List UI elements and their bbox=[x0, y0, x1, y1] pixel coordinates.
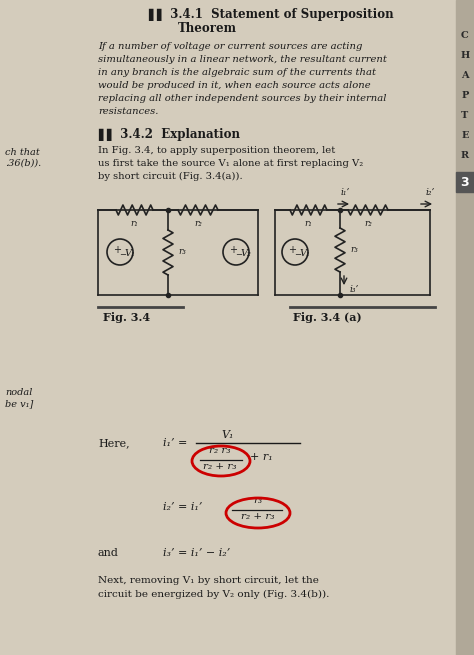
Text: V₁: V₁ bbox=[125, 250, 136, 259]
Text: −: − bbox=[294, 250, 301, 259]
Text: ▌▌ 3.4.1  Statement of Superposition: ▌▌ 3.4.1 Statement of Superposition bbox=[148, 8, 393, 21]
Text: Theorem: Theorem bbox=[178, 22, 237, 35]
Text: Here,: Here, bbox=[98, 438, 129, 448]
Text: +: + bbox=[229, 245, 237, 255]
Text: −: − bbox=[236, 250, 243, 259]
Text: R: R bbox=[461, 151, 469, 160]
Text: r₂ + r₃: r₂ + r₃ bbox=[241, 512, 275, 521]
Text: and: and bbox=[98, 548, 119, 558]
Text: i₃’: i₃’ bbox=[350, 286, 359, 295]
Text: ch that: ch that bbox=[5, 148, 40, 157]
Bar bbox=[456, 172, 474, 192]
Text: If a number of voltage or current sources are acting: If a number of voltage or current source… bbox=[98, 42, 363, 51]
Text: +: + bbox=[288, 245, 296, 255]
Text: +: + bbox=[113, 245, 121, 255]
Text: r₁: r₁ bbox=[130, 219, 138, 228]
Text: 3: 3 bbox=[461, 176, 469, 189]
Text: r₃: r₃ bbox=[350, 246, 358, 255]
Text: r₁: r₁ bbox=[304, 219, 312, 228]
Text: would be produced in it, when each source acts alone: would be produced in it, when each sourc… bbox=[98, 81, 371, 90]
Text: E: E bbox=[461, 130, 469, 140]
Text: circuit be energized by V₂ only (Fig. 3.4(b)).: circuit be energized by V₂ only (Fig. 3.… bbox=[98, 590, 329, 599]
Text: in any branch is the algebraic sum of the currents that: in any branch is the algebraic sum of th… bbox=[98, 68, 376, 77]
Text: replacing all other independent sources by their internal: replacing all other independent sources … bbox=[98, 94, 386, 103]
Text: Fig. 3.4 (a): Fig. 3.4 (a) bbox=[293, 312, 362, 323]
Text: i₁’: i₁’ bbox=[340, 188, 350, 197]
Text: r₃: r₃ bbox=[178, 248, 186, 257]
Text: r₃: r₃ bbox=[254, 496, 263, 505]
Text: In Fig. 3.4, to apply superposition theorem, let: In Fig. 3.4, to apply superposition theo… bbox=[98, 146, 335, 155]
Text: + r₁: + r₁ bbox=[250, 452, 273, 462]
Text: be v₁]: be v₁] bbox=[5, 399, 33, 408]
Text: i₃’ = i₁’ − i₂’: i₃’ = i₁’ − i₂’ bbox=[163, 548, 230, 558]
Text: A: A bbox=[461, 71, 469, 79]
Text: nodal: nodal bbox=[5, 388, 32, 397]
Text: V₁: V₁ bbox=[222, 430, 234, 440]
Text: Fig. 3.4: Fig. 3.4 bbox=[103, 312, 150, 323]
Text: −: − bbox=[119, 250, 127, 259]
Text: Next, removing V₁ by short circuit, let the: Next, removing V₁ by short circuit, let … bbox=[98, 576, 319, 585]
Text: i₂’: i₂’ bbox=[425, 188, 435, 197]
Text: i₁’ =: i₁’ = bbox=[163, 438, 187, 448]
Text: i₂’ = i₁’: i₂’ = i₁’ bbox=[163, 502, 202, 512]
Text: r₂: r₂ bbox=[194, 219, 202, 228]
Text: r₂ + r₃: r₂ + r₃ bbox=[203, 462, 237, 471]
Text: V₁: V₁ bbox=[300, 250, 311, 259]
Text: r₂: r₂ bbox=[364, 219, 372, 228]
Text: V₂: V₂ bbox=[241, 250, 252, 259]
Text: resistances.: resistances. bbox=[98, 107, 158, 116]
Text: P: P bbox=[461, 90, 469, 100]
Text: .36(b)).: .36(b)). bbox=[5, 159, 41, 168]
Text: simultaneously in a linear network, the resultant current: simultaneously in a linear network, the … bbox=[98, 55, 387, 64]
Text: H: H bbox=[460, 50, 470, 60]
Text: r₂ r₃: r₂ r₃ bbox=[209, 446, 231, 455]
Text: T: T bbox=[461, 111, 469, 119]
Text: C: C bbox=[461, 31, 469, 39]
Text: us first take the source V₁ alone at first replacing V₂: us first take the source V₁ alone at fir… bbox=[98, 159, 363, 168]
Bar bbox=[456, 0, 474, 655]
Text: by short circuit (Fig. 3.4(a)).: by short circuit (Fig. 3.4(a)). bbox=[98, 172, 243, 181]
Text: ▌▌ 3.4.2  Explanation: ▌▌ 3.4.2 Explanation bbox=[98, 128, 240, 141]
